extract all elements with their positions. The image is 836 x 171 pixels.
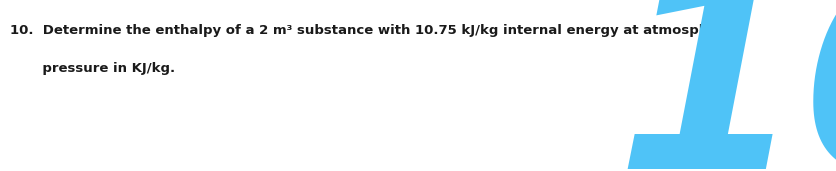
Text: 10.  Determine the enthalpy of a 2 m³ substance with 10.75 kJ/kg internal energy: 10. Determine the enthalpy of a 2 m³ sub… — [10, 24, 736, 37]
Text: pressure in KJ/kg.: pressure in KJ/kg. — [10, 62, 175, 75]
Text: 10: 10 — [614, 0, 836, 171]
